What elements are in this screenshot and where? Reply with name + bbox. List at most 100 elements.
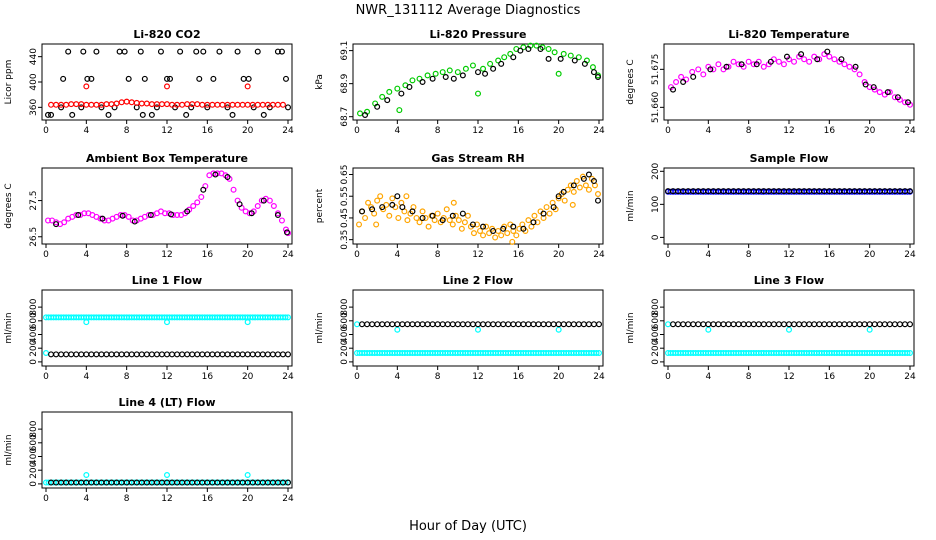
x-tick-label: 24 — [282, 372, 294, 382]
data-point — [121, 48, 128, 55]
x-tick-label: 4 — [83, 372, 89, 382]
data-point — [831, 56, 838, 63]
data-point — [200, 186, 207, 193]
data-point — [806, 58, 813, 65]
data-point — [543, 204, 550, 211]
x-axis-title: Hour of Day (UTC) — [409, 519, 527, 534]
data-point — [119, 212, 126, 219]
data-point — [196, 75, 203, 82]
data-point — [359, 321, 366, 328]
data-point — [450, 75, 457, 82]
y-axis-label: Licor ppm — [4, 60, 14, 105]
data-point — [856, 321, 863, 328]
data-point — [856, 71, 863, 78]
data-point — [570, 188, 577, 195]
data-point — [904, 99, 911, 106]
data-point — [525, 217, 532, 224]
x-tick-label: 8 — [746, 250, 752, 260]
series-0 — [42, 314, 292, 356]
data-point — [369, 321, 376, 328]
data-point — [454, 321, 461, 328]
data-point — [454, 69, 461, 76]
data-point — [841, 321, 848, 328]
data-point — [531, 212, 538, 219]
y-tick-label: 400 — [29, 326, 39, 343]
data-point — [133, 351, 140, 358]
data-point — [576, 184, 583, 191]
data-point — [866, 84, 873, 91]
data-point — [509, 238, 516, 245]
data-point — [419, 214, 426, 221]
data-point — [236, 201, 243, 208]
y-axis-label: percent — [315, 188, 325, 223]
data-point — [770, 321, 777, 328]
data-point — [537, 45, 544, 52]
series-1 — [48, 351, 292, 358]
data-point — [560, 50, 567, 57]
data-point — [164, 351, 171, 358]
data-point — [139, 111, 146, 118]
data-point — [765, 321, 772, 328]
panel-title: Li-820 CO2 — [133, 28, 200, 41]
data-point — [571, 57, 578, 64]
data-point — [199, 101, 206, 108]
data-point — [449, 212, 456, 219]
data-point — [439, 217, 446, 224]
data-point — [814, 56, 821, 63]
y-axis-label: ml/min — [4, 312, 14, 343]
data-point — [861, 321, 868, 328]
y-tick-label: 200 — [29, 461, 39, 478]
data-point — [461, 219, 468, 226]
data-point — [354, 321, 361, 328]
data-point — [179, 351, 186, 358]
data-point — [148, 101, 155, 108]
x-tick-label: 4 — [394, 372, 400, 382]
data-point — [561, 197, 568, 204]
x-tick-label: 0 — [665, 250, 671, 260]
panel-title: Line 4 (LT) Flow — [119, 396, 216, 409]
data-point — [394, 85, 401, 92]
data-point — [219, 351, 226, 358]
data-point — [595, 349, 602, 356]
data-point — [498, 232, 505, 239]
data-point — [364, 321, 371, 328]
data-point — [248, 210, 255, 217]
data-point — [589, 64, 596, 71]
y-tick-label: 26.5 — [29, 227, 39, 247]
series-0 — [45, 48, 292, 118]
data-point — [224, 351, 231, 358]
data-point — [836, 321, 843, 328]
series-1 — [664, 188, 913, 195]
data-point — [78, 101, 85, 108]
data-point — [775, 321, 782, 328]
data-point — [593, 349, 600, 356]
data-point — [811, 321, 818, 328]
data-point — [416, 219, 423, 226]
data-point — [396, 107, 403, 114]
data-point — [179, 101, 186, 108]
data-point — [377, 193, 384, 200]
data-point — [216, 48, 223, 55]
data-point — [209, 101, 216, 108]
panel-title: Ambient Box Temperature — [86, 152, 248, 165]
data-point — [906, 188, 913, 195]
x-tick-label: 16 — [824, 250, 836, 260]
y-tick-label: 400 — [340, 326, 350, 343]
data-point — [359, 208, 366, 215]
data-point — [475, 90, 482, 97]
data-point — [725, 321, 732, 328]
x-tick-label: 0 — [354, 372, 360, 382]
data-point — [81, 210, 88, 217]
x-tick-label: 8 — [746, 372, 752, 382]
panel-title: Li-820 Temperature — [728, 28, 849, 41]
data-point — [416, 75, 423, 82]
data-point — [183, 111, 190, 118]
data-point — [147, 212, 154, 219]
data-point — [429, 212, 436, 219]
panel-0: Li-820 CO2 0 4 8 12 16 20 24 360 400 440 Licor ppm — [4, 28, 294, 136]
data-point — [459, 72, 466, 79]
x-tick-label: 8 — [124, 126, 130, 136]
x-tick-label: 20 — [553, 126, 565, 136]
